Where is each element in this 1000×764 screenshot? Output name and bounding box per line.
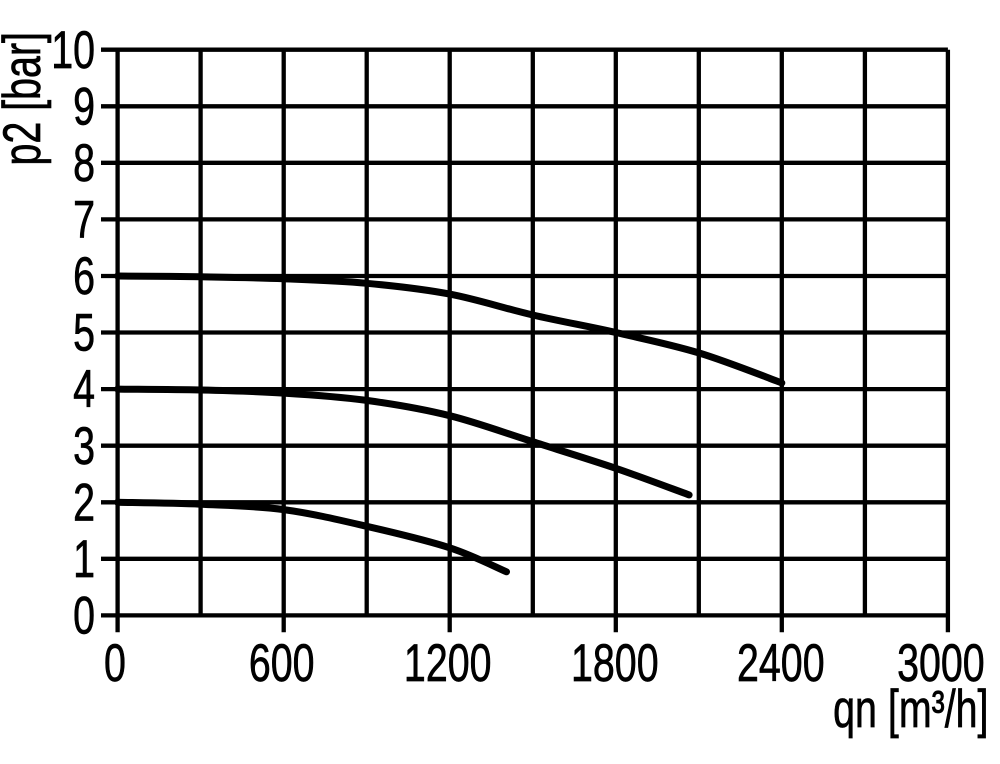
svg-text:0: 0 bbox=[73, 586, 95, 645]
svg-text:3: 3 bbox=[73, 416, 95, 475]
svg-text:p2 [bar]: p2 [bar] bbox=[0, 32, 51, 165]
svg-text:1200: 1200 bbox=[404, 633, 492, 692]
svg-text:1: 1 bbox=[73, 529, 95, 588]
svg-text:4: 4 bbox=[73, 360, 95, 419]
svg-text:0: 0 bbox=[104, 633, 126, 692]
svg-text:9: 9 bbox=[73, 77, 95, 136]
svg-text:2400: 2400 bbox=[737, 633, 825, 692]
svg-text:8: 8 bbox=[73, 133, 95, 192]
svg-text:qn [m³/h]: qn [m³/h] bbox=[833, 679, 988, 738]
svg-text:10: 10 bbox=[51, 20, 95, 79]
svg-text:5: 5 bbox=[73, 303, 95, 362]
svg-text:7: 7 bbox=[73, 190, 95, 249]
svg-text:3000: 3000 bbox=[897, 633, 985, 692]
svg-text:1800: 1800 bbox=[571, 633, 659, 692]
svg-text:6: 6 bbox=[73, 247, 95, 306]
svg-text:600: 600 bbox=[249, 633, 315, 692]
svg-text:2: 2 bbox=[73, 473, 95, 532]
